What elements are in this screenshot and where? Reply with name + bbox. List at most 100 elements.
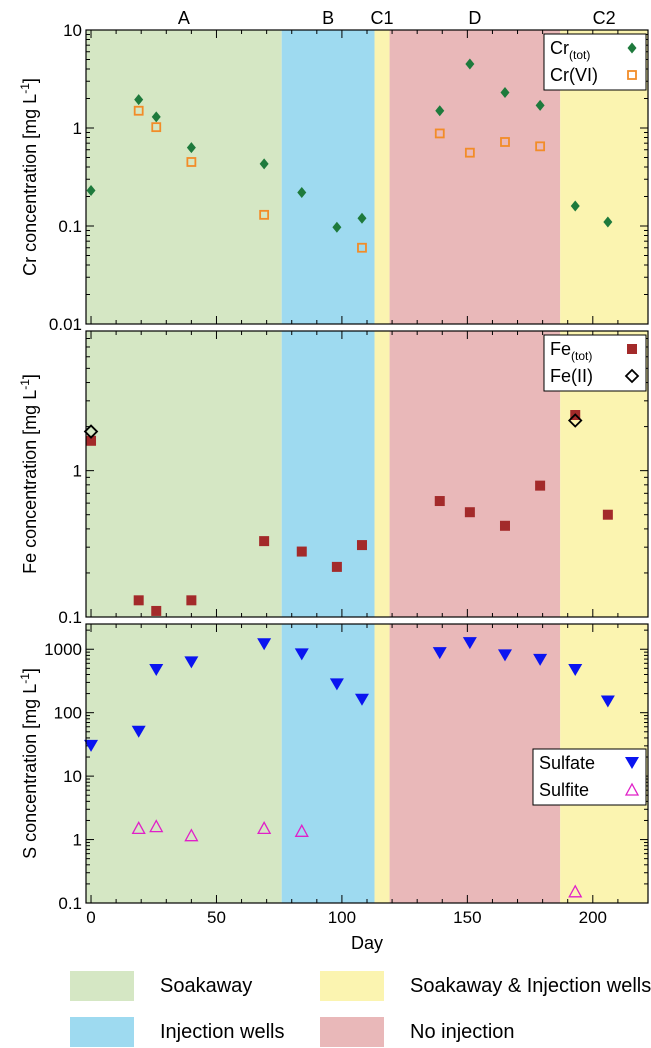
data-point (133, 595, 144, 606)
series-legend-marker (625, 757, 639, 769)
x-tick-label: 50 (207, 908, 226, 927)
x-tick-label: 100 (328, 908, 356, 927)
data-point (535, 99, 545, 111)
data-point (184, 656, 199, 669)
data-point (462, 637, 477, 650)
data-point (357, 212, 367, 224)
data-point (568, 664, 583, 677)
data-point (570, 200, 580, 212)
series-fe-ii- (83, 413, 583, 439)
y-tick-label: 10 (63, 21, 82, 40)
phase-band-d (389, 624, 561, 903)
data-point (464, 507, 475, 518)
phase-band-b (281, 624, 375, 903)
data-point (535, 480, 546, 491)
data-point (500, 87, 510, 99)
data-point (435, 105, 445, 117)
y-tick-label: 1 (73, 462, 82, 481)
phase-label-d: D (468, 8, 481, 28)
phase-legend: Soakaway Soakaway & Injection wells Inje… (0, 955, 651, 1048)
data-point (294, 823, 309, 837)
x-tick-label: 200 (579, 908, 607, 927)
phase-band-b (281, 30, 375, 324)
panel-frame (85, 29, 649, 325)
data-point (257, 638, 272, 651)
series-legend-label: Sulfate (539, 753, 595, 773)
phase-band-a (86, 624, 282, 903)
data-point (432, 647, 447, 660)
data-point (296, 546, 307, 557)
data-point (133, 105, 144, 116)
data-point (134, 94, 144, 106)
phase-band-a (86, 331, 282, 617)
series-legend-label: Fe(tot) (550, 339, 592, 363)
data-point (329, 678, 344, 691)
series-legend: Fe(tot) Fe(II) (543, 334, 647, 392)
data-point (602, 509, 613, 520)
data-point (500, 137, 510, 147)
data-point (434, 128, 445, 139)
data-point (257, 821, 272, 835)
data-point (149, 664, 164, 677)
series-legend-marker (627, 42, 637, 54)
series-cr-vi- (133, 105, 546, 253)
data-point (186, 142, 196, 154)
y-tick-label: 0.1 (58, 608, 82, 627)
y-tick-label: 100 (54, 704, 82, 723)
data-point (83, 424, 99, 439)
y-axis-label: Cr concentration [mg L-1] (18, 78, 40, 276)
x-tick-label: 150 (453, 908, 481, 927)
phase-band-c1 (374, 624, 390, 903)
data-point (464, 147, 475, 158)
data-point (465, 58, 475, 70)
data-point (151, 122, 162, 133)
data-point (354, 693, 369, 706)
panel-frame (85, 330, 649, 618)
legend-label-soakaway: Soakaway (160, 974, 253, 997)
series-legend: Sulfate Sulfite (532, 748, 647, 806)
data-point (357, 242, 367, 253)
legend-label-soakaway-injection: Soakaway & Injection wells (410, 974, 651, 997)
y-tick-label: 10 (63, 767, 82, 786)
data-point (131, 821, 146, 835)
phase-band-b (281, 331, 375, 617)
data-point (149, 819, 164, 833)
panel-1: 0.01 0.1 1 10 Cr concentration [mg L-1] Cr(to… (18, 21, 649, 334)
series-legend-marker (627, 344, 637, 354)
data-point (332, 221, 342, 233)
series-legend-marker (624, 782, 640, 796)
data-point (151, 605, 162, 616)
phase-band-c1 (374, 30, 390, 324)
phase-label-c1: C1 (371, 8, 394, 28)
legend-swatch-soakaway-injection (320, 971, 384, 1001)
data-point (259, 536, 270, 547)
series-legend-label: Cr(VI) (550, 65, 598, 85)
data-point (600, 695, 615, 708)
data-point (186, 157, 197, 167)
x-axis-label: Day (351, 933, 383, 953)
series-sulfite (131, 819, 583, 898)
data-point (535, 141, 546, 152)
series-legend: Cr(tot) Cr(VI) (543, 33, 647, 91)
y-axis-label: Fe concentration [mg L-1] (18, 374, 40, 574)
series-legend-box (543, 33, 647, 91)
phase-label-b: B (322, 8, 334, 28)
legend-swatch-soakaway (70, 971, 134, 1001)
data-point (86, 185, 96, 197)
y-tick-label: 0.1 (58, 894, 82, 913)
data-point (184, 828, 199, 842)
legend-item-soakaway: Soakaway (70, 971, 252, 1001)
series-legend-marker (627, 70, 637, 80)
phase-label-c2: C2 (593, 8, 616, 28)
data-point (434, 496, 445, 507)
series-cr (86, 58, 613, 233)
y-tick-label: 1000 (44, 640, 82, 659)
data-point (497, 649, 512, 662)
y-tick-label: 1 (73, 831, 82, 850)
data-point (356, 540, 367, 551)
series-legend-label: Fe(II) (550, 366, 593, 386)
data-point (567, 413, 583, 428)
series-legend-label: Cr(tot) (550, 38, 590, 62)
